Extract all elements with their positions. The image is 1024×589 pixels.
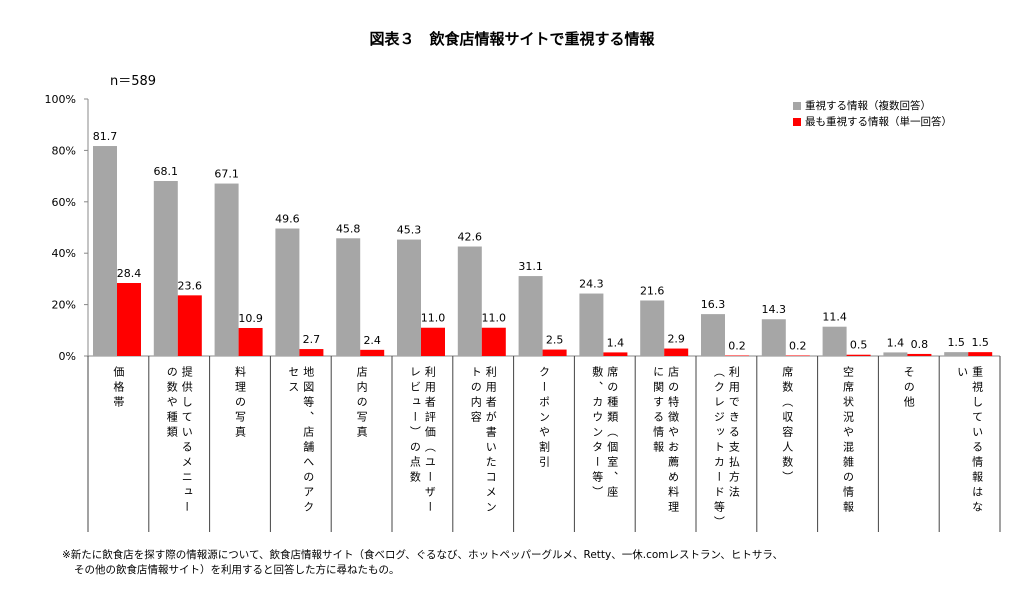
category-label: 席数（収容人数） (780, 366, 794, 486)
data-label: 1.4 (607, 336, 625, 349)
y-tick-label: 100% (45, 93, 76, 106)
data-label: 68.1 (154, 165, 179, 178)
category-label: 料理の写真 (233, 366, 247, 441)
category-label: 空席状況や混雑の情報 (841, 366, 855, 516)
category-label: 店内の写真 (355, 366, 369, 441)
bar (701, 314, 725, 356)
chart-title: 図表３ 飲食店情報サイトで重視する情報 (369, 30, 655, 48)
bar (664, 348, 689, 356)
bar (299, 349, 324, 356)
y-tick-label: 20% (52, 299, 76, 312)
data-label: 16.3 (701, 298, 726, 311)
bar (603, 352, 628, 356)
data-label: 1.4 (887, 336, 905, 349)
footnote-line: ※新たに飲食店を探す際の情報源について、飲食店情報サイト（食べログ、ぐるなび、ホ… (62, 549, 784, 561)
bar (153, 180, 178, 356)
data-label: 1.5 (947, 336, 965, 349)
data-label: 31.1 (518, 260, 543, 273)
bar (117, 283, 141, 356)
data-label: 28.4 (117, 267, 142, 280)
bar (397, 239, 421, 356)
data-label: 49.6 (275, 213, 300, 226)
legend-label: 重視する情報（複数回答） (805, 100, 931, 112)
y-tick-label: 0% (59, 350, 76, 363)
data-label: 42.6 (458, 231, 483, 244)
bar (907, 353, 932, 356)
footnote-line: その他の飲食店情報サイト）を利用すると回答した方に尋ねたもの。 (74, 564, 400, 576)
category-label: 利用できる支払方法（クレジットカード等） (712, 366, 741, 531)
y-tick-label: 80% (52, 144, 76, 157)
data-label: 23.6 (178, 279, 203, 292)
y-tick-label: 60% (52, 196, 76, 209)
data-label: 10.9 (238, 312, 263, 325)
y-tick-label: 40% (52, 247, 76, 260)
bar (579, 293, 604, 356)
bar (336, 238, 361, 356)
bar (518, 276, 543, 356)
footnote: ※新たに飲食店を探す際の情報源について、飲食店情報サイト（食べログ、ぐるなび、ホ… (62, 548, 783, 578)
data-label: 2.7 (303, 333, 321, 346)
data-label: 24.3 (579, 278, 604, 291)
bar (822, 326, 847, 356)
data-label: 45.3 (397, 224, 422, 237)
category-label: その他 (902, 366, 916, 411)
category-label: 重視している情報はない (955, 366, 984, 516)
data-label: 0.5 (850, 339, 868, 352)
legend-label: 最も重視する情報（単一回答） (805, 116, 952, 128)
data-label: 67.1 (214, 168, 239, 181)
bar (944, 352, 969, 356)
bar (640, 300, 665, 356)
category-label: クーポンや割引 (537, 366, 551, 471)
legend-swatch-gray (793, 102, 801, 110)
sample-size: n＝589 (110, 74, 157, 89)
data-label: 0.2 (789, 339, 807, 352)
category-label: 店の特徴やお薦め料理に関する情報 (651, 366, 680, 516)
bar (93, 146, 117, 356)
bar (457, 246, 482, 356)
data-label: 11.4 (822, 311, 847, 324)
category-label: 席の種類（個室、座敷、カウンター等） (590, 366, 619, 501)
bar (177, 295, 202, 356)
bar (761, 319, 786, 356)
data-label: 2.4 (363, 334, 381, 347)
data-label: 81.7 (93, 130, 118, 143)
category-label: 提供しているメニューの数や種類 (165, 366, 194, 516)
legend-item-single: 最も重視する情報（単一回答） (793, 114, 952, 130)
data-label: 2.5 (546, 334, 564, 347)
bar (542, 349, 567, 356)
data-label: 0.2 (728, 339, 746, 352)
data-label: 11.0 (421, 312, 446, 325)
category-label: 地図等、店舗へのアクセス (286, 366, 315, 516)
legend: 重視する情報（複数回答） 最も重視する情報（単一回答） (793, 98, 952, 130)
category-label: 利用者が書いたコメントの内容 (469, 366, 498, 516)
bar (725, 355, 749, 356)
legend-item-multiple: 重視する情報（複数回答） (793, 98, 952, 114)
data-label: 45.8 (336, 222, 361, 235)
bar (968, 352, 993, 356)
data-label: 11.0 (482, 312, 507, 325)
bar (481, 327, 506, 356)
data-label: 1.5 (971, 336, 989, 349)
legend-swatch-red (793, 118, 801, 126)
category-label: 利用者評価（ユーザーレビュー）の点数 (408, 366, 437, 516)
bar (238, 327, 263, 356)
bar (275, 228, 300, 356)
bar (360, 349, 385, 356)
data-label: 2.9 (667, 333, 685, 346)
bar (785, 355, 810, 356)
data-label: 0.8 (911, 338, 929, 351)
data-label: 14.3 (762, 303, 787, 316)
bar (214, 183, 239, 356)
bar (421, 327, 445, 356)
category-label: 価格帯 (111, 366, 125, 411)
data-label: 21.6 (640, 284, 665, 297)
bar (883, 352, 908, 356)
bar (846, 354, 871, 356)
